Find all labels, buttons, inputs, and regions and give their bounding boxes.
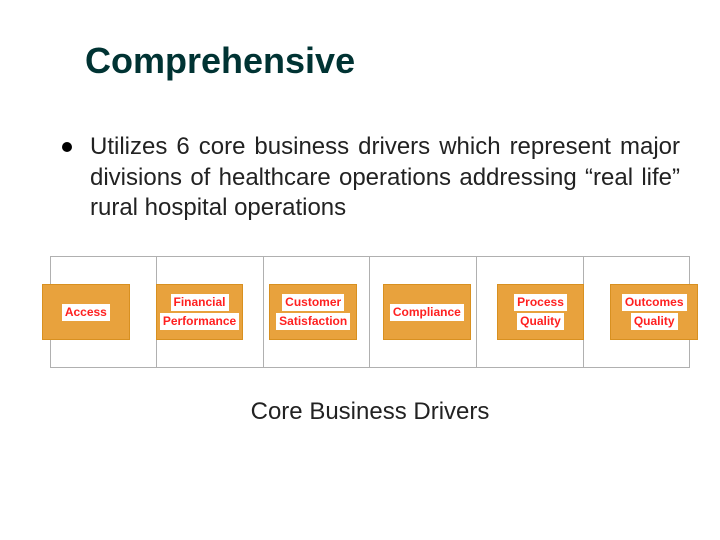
driver-label: Compliance (390, 304, 464, 321)
driver-box-customer: Customer Satisfaction (269, 284, 357, 340)
driver-row: Access Financial Performance Customer Sa… (40, 284, 700, 340)
bullet-row: Utilizes 6 core business drivers which r… (62, 132, 680, 224)
driver-box-compliance: Compliance (383, 284, 471, 340)
driver-label: Outcomes (622, 294, 687, 311)
driver-label: Customer (282, 294, 344, 311)
drivers-diagram: Access Financial Performance Customer Sa… (40, 252, 700, 372)
driver-box-access: Access (42, 284, 130, 340)
page-title: Comprehensive (85, 40, 690, 82)
driver-label: Access (62, 304, 110, 321)
body-text: Utilizes 6 core business drivers which r… (90, 132, 680, 224)
diagram-caption: Core Business Drivers (50, 398, 690, 426)
driver-label: Performance (160, 313, 239, 330)
driver-label: Satisfaction (276, 313, 350, 330)
driver-label: Quality (631, 313, 678, 330)
driver-box-outcomes: Outcomes Quality (610, 284, 698, 340)
driver-box-process: Process Quality (497, 284, 585, 340)
driver-label: Process (514, 294, 567, 311)
bullet-icon (62, 142, 72, 152)
driver-label: Financial (171, 294, 229, 311)
slide: Comprehensive Utilizes 6 core business d… (0, 0, 720, 540)
driver-box-financial: Financial Performance (156, 284, 244, 340)
driver-label: Quality (517, 313, 564, 330)
